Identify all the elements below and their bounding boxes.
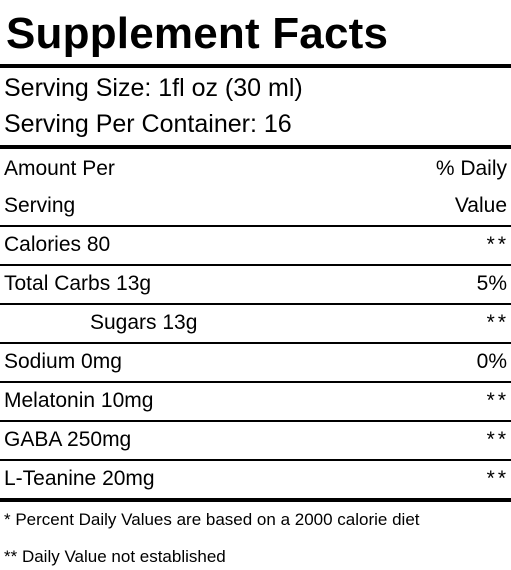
- divider: [0, 381, 511, 383]
- value-heading: Value: [454, 194, 507, 217]
- nutrient-name: Sodium 0mg: [4, 350, 122, 373]
- divider: [0, 145, 511, 149]
- footnote-not-established: ** Daily Value not established: [4, 547, 226, 566]
- nutrient-name: Melatonin 10mg: [4, 389, 154, 412]
- nutrient-name: Total Carbs 13g: [4, 272, 152, 295]
- servings-per-container: Serving Per Container: 16: [4, 110, 292, 138]
- nutrient-row: GABA 250mg **: [0, 421, 511, 459]
- divider: [0, 264, 511, 266]
- divider: [0, 64, 511, 68]
- nutrient-daily-value: 5%: [476, 272, 507, 295]
- nutrient-daily-value: **: [486, 389, 509, 412]
- amount-per-heading: Amount Per: [4, 157, 115, 180]
- nutrient-daily-value: **: [486, 311, 509, 334]
- divider: [0, 459, 511, 461]
- nutrient-name: L-Teanine 20mg: [4, 467, 155, 490]
- footnote-percent-daily: * Percent Daily Values are based on a 20…: [4, 510, 420, 529]
- nutrient-row: Melatonin 10mg **: [0, 382, 511, 420]
- nutrient-daily-value: **: [486, 428, 509, 451]
- nutrient-row: Calories 80 **: [0, 226, 511, 264]
- daily-value-heading: % Daily: [435, 157, 507, 180]
- nutrient-row: L-Teanine 20mg **: [0, 460, 511, 498]
- label-title: Supplement Facts: [6, 9, 389, 58]
- nutrient-name: GABA 250mg: [4, 428, 132, 451]
- nutrient-row: Total Carbs 13g 5%: [0, 265, 511, 303]
- nutrient-name: Sugars 13g: [90, 311, 198, 334]
- nutrient-daily-value: **: [486, 233, 509, 256]
- nutrient-daily-value: 0%: [476, 350, 507, 373]
- nutrient-daily-value: **: [486, 467, 509, 490]
- serving-size: Serving Size: 1fl oz (30 ml): [4, 74, 303, 102]
- divider: [0, 225, 511, 227]
- serving-heading: Serving: [4, 194, 76, 217]
- nutrient-name: Calories 80: [4, 233, 111, 256]
- nutrient-row: Sugars 13g **: [0, 304, 511, 342]
- divider: [0, 342, 511, 344]
- divider: [0, 498, 511, 502]
- nutrient-row: Sodium 0mg 0%: [0, 343, 511, 381]
- divider: [0, 303, 511, 305]
- divider: [0, 420, 511, 422]
